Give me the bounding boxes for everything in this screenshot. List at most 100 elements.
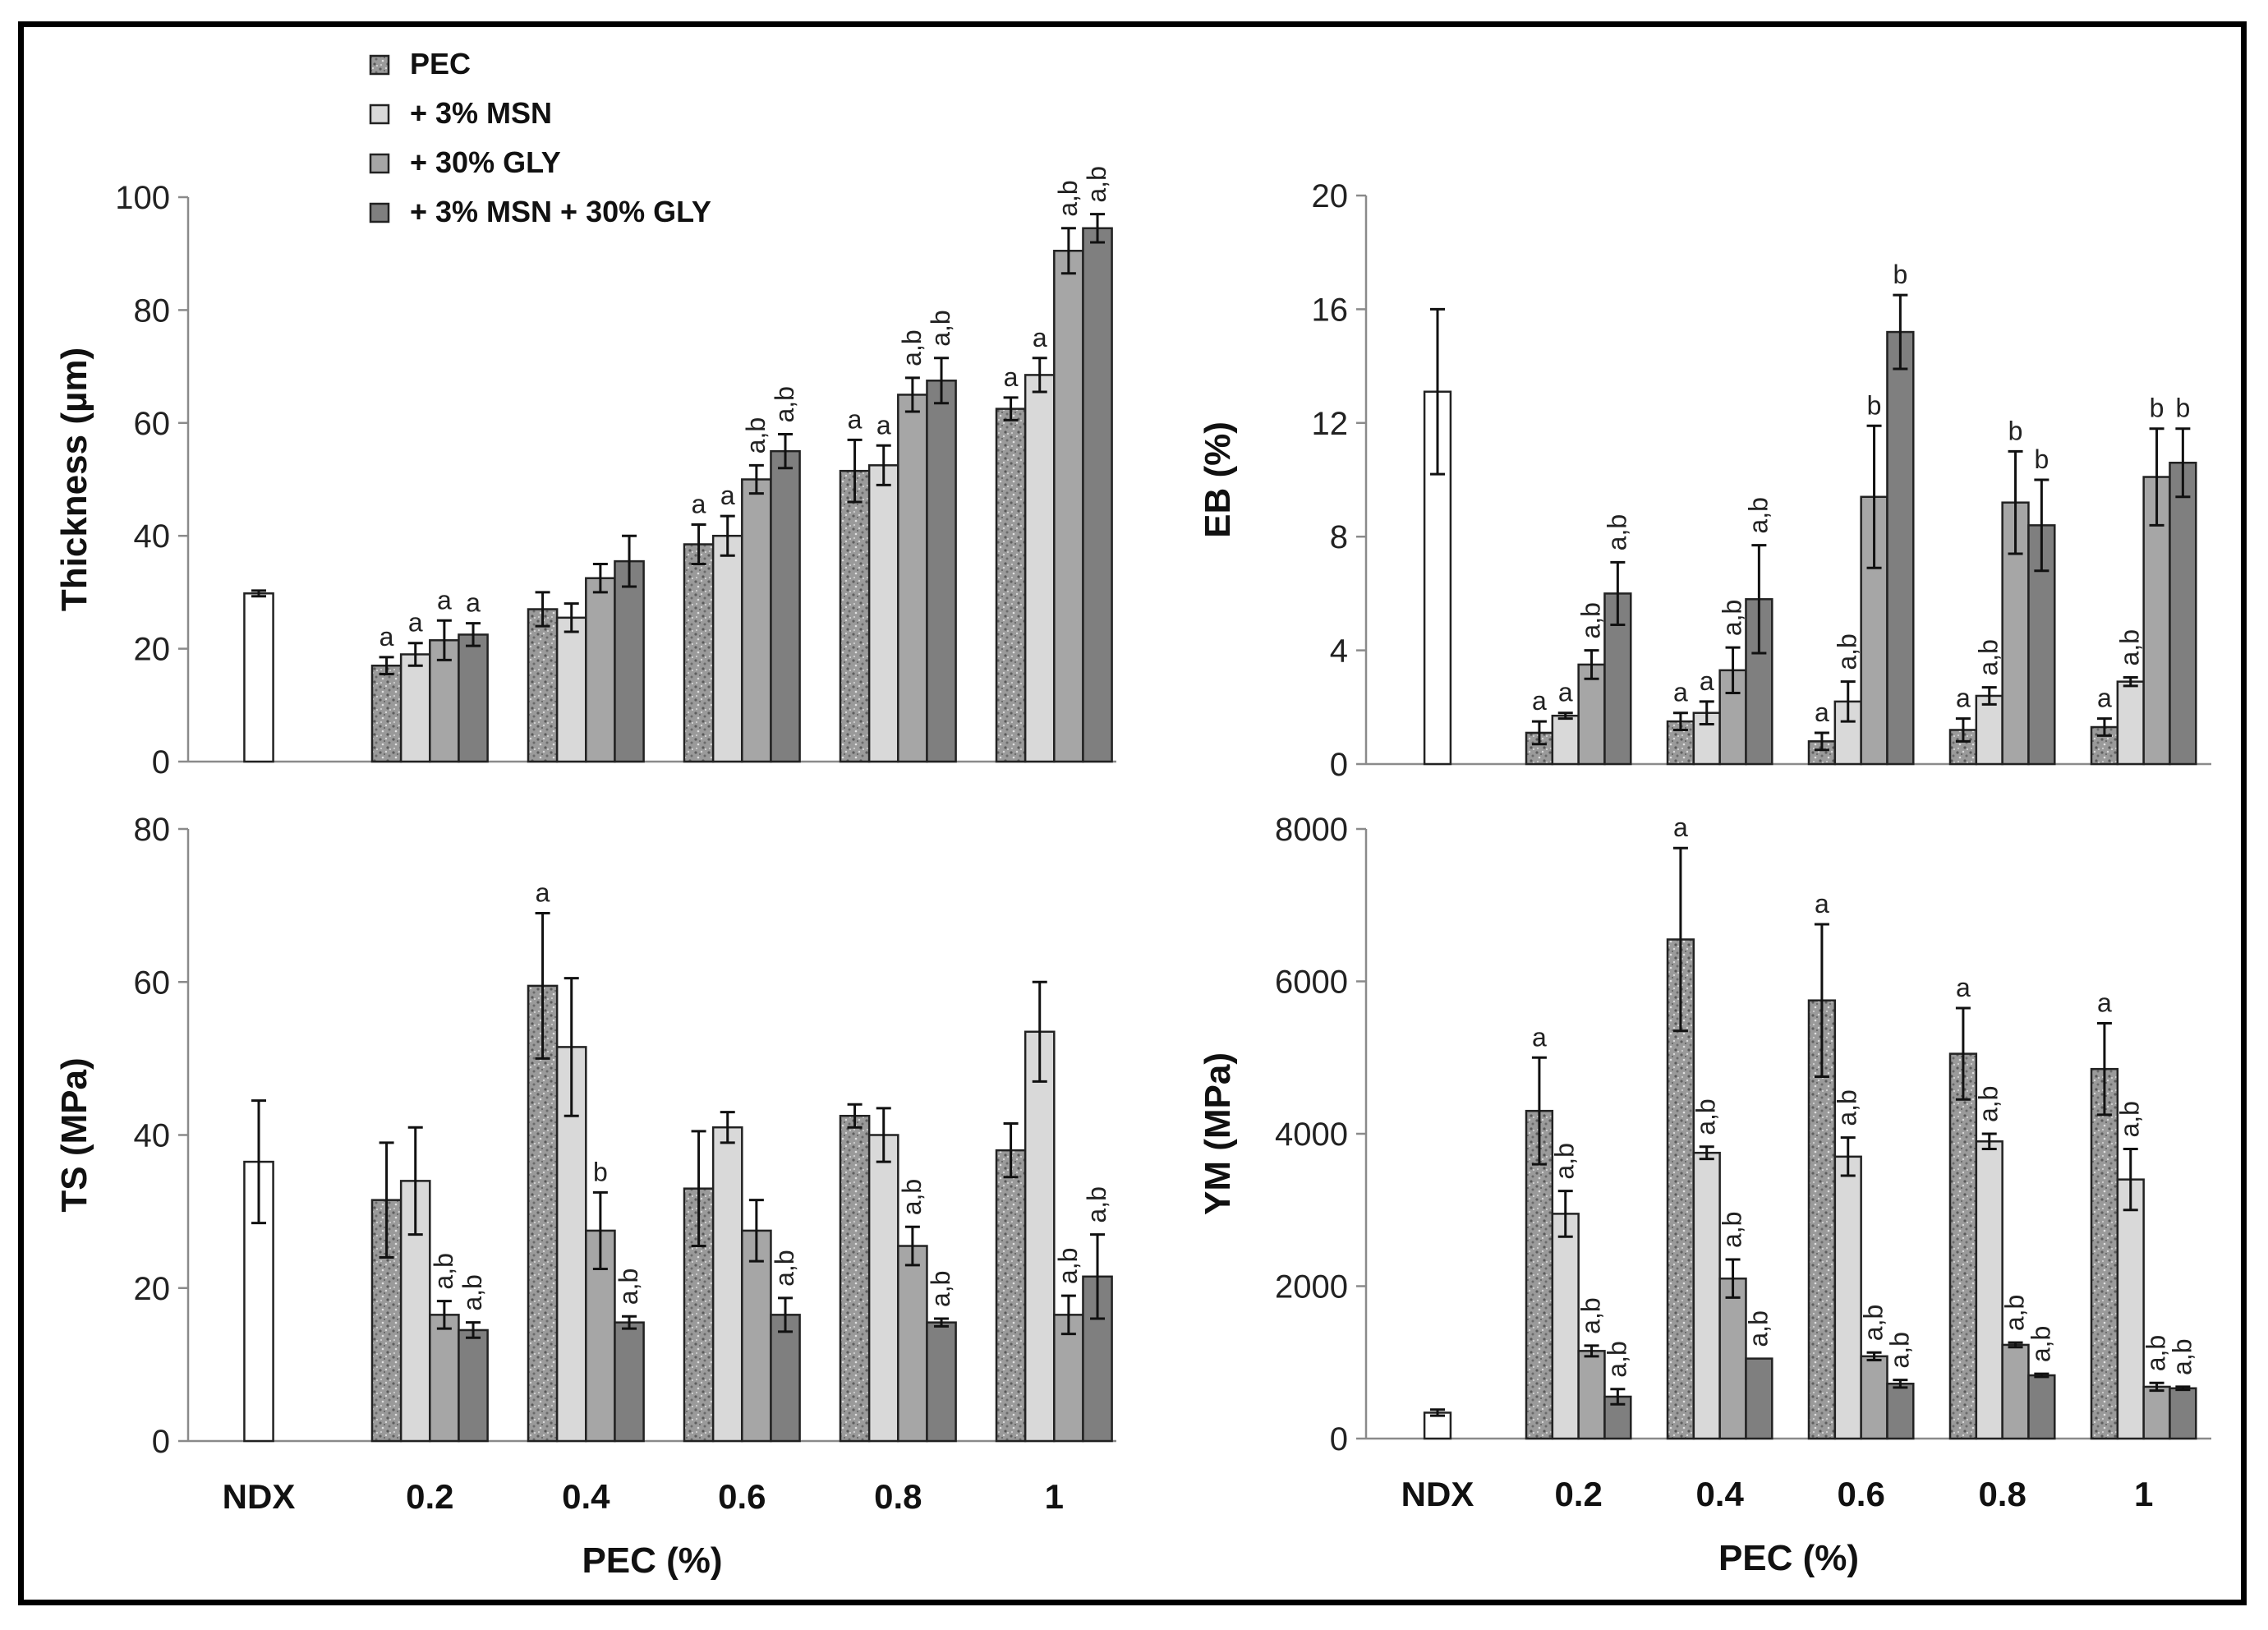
x-axis-title: PEC (%)	[582, 1540, 722, 1581]
ts-panel: 0 20 40 60 80 TS (MPa) NDX 0.2 0.4 0.6 0.8 1 PEC (%)…	[54, 812, 1116, 1581]
y-tick-label: 8000	[1275, 812, 1348, 848]
significance-label: a,b	[897, 329, 927, 366]
significance-label: a	[1815, 889, 1829, 919]
bar-gly	[1718, 1277, 1747, 1440]
significance-label: a,b	[1550, 1143, 1580, 1179]
bar-gly	[741, 1229, 772, 1443]
bar-combo	[1603, 592, 1632, 766]
bar-combo	[926, 380, 957, 763]
y-tick-label: 12	[1312, 406, 1349, 442]
significance-label: a,b	[429, 1253, 458, 1289]
bar-combo	[2169, 1387, 2197, 1440]
x-category-label: 0.6	[1837, 1475, 1884, 1513]
significance-label: a,b	[926, 310, 955, 346]
significance-label: a	[1673, 678, 1688, 707]
legend-swatch	[369, 104, 390, 125]
significance-label: a,b	[1859, 1305, 1888, 1341]
x-category-label: 0.8	[1978, 1475, 2026, 1513]
x-axis-title: PEC (%)	[1718, 1538, 1859, 1578]
y-tick-label: 8	[1330, 519, 1348, 555]
bar-msn	[867, 1134, 899, 1443]
significance-label: a,b	[741, 417, 771, 454]
significance-label: a,b	[1576, 602, 1606, 638]
x-category-label: NDX	[223, 1477, 296, 1516]
significance-label: a	[437, 585, 452, 615]
significance-label: a	[1033, 323, 1047, 352]
significance-label: a	[1956, 973, 1971, 1002]
bar-gly	[2142, 1385, 2171, 1440]
bar-gly	[1053, 250, 1084, 763]
bar-msn	[1024, 374, 1056, 763]
significance-label: b	[2150, 394, 2164, 423]
bar-combo	[2027, 1374, 2056, 1440]
y-tick-label: 100	[115, 180, 170, 216]
significance-label: a	[1815, 698, 1829, 727]
bar-msn	[1024, 1030, 1056, 1443]
bar-gly	[585, 1229, 616, 1443]
bar-gly	[1053, 1314, 1084, 1443]
significance-label: b	[1867, 390, 1882, 420]
y-tick-label: 0	[152, 1424, 170, 1460]
significance-label: b	[2175, 394, 2190, 423]
significance-label: a	[720, 481, 735, 510]
significance-label: a,b	[2167, 1338, 2197, 1374]
x-category-label: 1	[2134, 1475, 2153, 1513]
significance-label: b	[1893, 260, 1907, 289]
significance-label: a	[408, 608, 423, 638]
significance-label: a	[876, 410, 891, 440]
bar-combo	[1745, 1357, 1773, 1440]
significance-label: a,b	[1053, 1248, 1083, 1284]
significance-label: a,b	[1974, 1086, 2003, 1122]
bar-pec	[995, 408, 1027, 763]
bar-pec	[839, 469, 871, 763]
significance-label: a	[848, 404, 863, 434]
bar-msn	[2116, 680, 2145, 766]
bar-combo	[1886, 1382, 1915, 1440]
significance-label: a	[1673, 813, 1688, 842]
bar-combo	[770, 1314, 801, 1443]
legend-label: PEC	[410, 47, 471, 81]
bar-pec	[2090, 1067, 2119, 1440]
x-category-label: 0.2	[1554, 1475, 1602, 1513]
bar-gly	[741, 478, 772, 763]
significance-label: a,b	[1691, 1098, 1721, 1135]
bar-combo	[926, 1321, 957, 1443]
significance-label: a,b	[2000, 1295, 2030, 1331]
y-axis-title: YM (MPa)	[1198, 1052, 1238, 1215]
y-tick-label: 40	[134, 518, 171, 555]
significance-label: a,b	[897, 1179, 927, 1215]
significance-label: a,b	[1718, 1212, 1747, 1248]
bar-msn	[867, 464, 899, 763]
significance-label: a,b	[2115, 1101, 2145, 1137]
y-tick-label: 40	[134, 1118, 171, 1154]
bar-gly	[1577, 1350, 1606, 1440]
y-tick-label: 4000	[1275, 1117, 1348, 1153]
bar-gly	[429, 1314, 460, 1443]
bar-control-ndx	[243, 592, 274, 763]
bar-msn	[1975, 1140, 2003, 1440]
bar-pec	[839, 1114, 871, 1443]
significance-label: a,b	[1602, 1341, 1631, 1377]
bar-msn	[1551, 714, 1580, 766]
significance-label: a,b	[1053, 180, 1083, 216]
y-tick-label: 0	[152, 744, 170, 780]
bar-combo	[614, 1321, 645, 1443]
y-tick-label: 2000	[1275, 1269, 1348, 1305]
legend-swatch	[369, 202, 390, 223]
bar-msn	[2116, 1178, 2145, 1440]
y-axis-title: Thickness (µm)	[54, 348, 94, 611]
significance-label: a,b	[1743, 1310, 1773, 1347]
bar-pec	[995, 1149, 1027, 1443]
significance-label: a,b	[770, 386, 799, 422]
bar-combo	[614, 559, 645, 763]
significance-label: a,b	[1884, 1332, 1914, 1368]
legend-swatch	[369, 54, 390, 76]
x-category-label: 0.8	[874, 1477, 922, 1516]
y-tick-label: 80	[134, 292, 171, 329]
significance-label: a	[536, 877, 550, 907]
significance-label: a	[1532, 686, 1547, 716]
bar-gly	[1860, 1355, 1888, 1440]
significance-label: a	[1558, 678, 1573, 707]
significance-label: a,b	[1974, 639, 2003, 675]
